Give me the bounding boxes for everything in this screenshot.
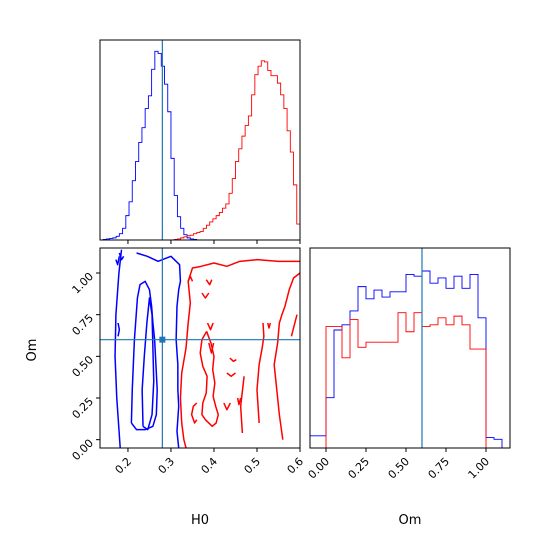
y-tick-label-om: 0.50 [70,353,97,380]
x-axis-label-h0: H0 [191,513,209,528]
x-tick-label-h0: 0.3 [156,455,178,477]
x-tick-label-h0: 0.4 [199,455,221,477]
contour-red-8 [208,342,215,354]
contour-red-14 [236,397,242,406]
contour-red-12 [256,322,265,424]
contour-red-2 [190,402,198,424]
y-tick-label-om: 1.00 [70,270,97,297]
contour-red-7 [206,322,214,331]
contour-red-16 [290,314,298,337]
panel-joint-h0-om: 0.2 0.3 0.4 0.5 0.6 0.00 0.25 0.50 0.75 1.00 H0 O… [25,247,307,528]
x-tick-label-om: 0.25 [346,455,373,482]
y-tick-label-om: 0.75 [70,312,97,339]
frame-marginal-om [309,247,511,449]
frame-joint [99,247,301,449]
contour-red-15 [267,322,272,329]
contour-red-4 [223,402,231,411]
contour-red-11 [273,272,300,440]
y-tick-label-om: 0.25 [70,395,97,422]
contour-red-6 [229,357,237,363]
contour-red-1 [199,330,220,428]
y-axis-label-om: Om [25,339,40,362]
contour-red-0 [179,258,300,448]
contour-red-13 [239,376,245,434]
x-axis-label-om: Om [399,513,422,528]
x-tick-label-om: 0.00 [306,455,333,482]
x-tick-label-h0: 0.6 [285,455,307,477]
contour-red-9 [201,292,210,299]
panel-marginal-h0 [99,39,301,244]
contour-blue-5 [118,252,125,261]
truth-marker-joint [159,336,166,343]
x-tick-label-om: 1.00 [466,455,493,482]
contour-red-3 [187,275,194,282]
y-tick-label-om: 0.00 [70,437,97,464]
om-histogram-series-1 [310,312,510,449]
contour-red-5 [226,372,236,378]
contour-red-10 [205,279,213,286]
x-tick-label-om: 0.75 [426,455,453,482]
x-tick-label-h0: 0.2 [113,455,135,477]
contour-blue-3 [141,297,155,431]
contour-blue-1 [136,252,182,448]
x-tick-label-h0: 0.5 [242,455,264,477]
h0-histogram-series-1 [100,60,300,241]
om-histogram-series-0 [310,270,510,449]
contour-blue-0 [114,249,123,448]
frame-marginal-h0 [99,39,301,241]
panel-marginal-om: 0.00 0.25 0.50 0.75 1.00 Om [306,247,511,528]
h0-histogram-series-0 [100,50,300,241]
x-tick-label-om: 0.50 [386,455,413,482]
contour-blue-6 [117,322,121,337]
contour-blue-4 [115,256,121,266]
